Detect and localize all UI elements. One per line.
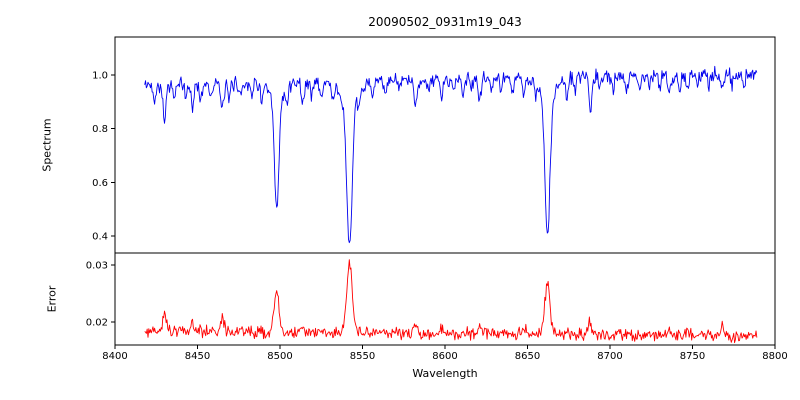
chart-title: 20090502_0931m19_043 [368, 15, 522, 29]
spectrum-y-tick-label: 1.0 [92, 71, 108, 82]
error-panel-border [114, 252, 776, 346]
x-tick-label: 8750 [680, 351, 705, 362]
x-tick-label: 8450 [185, 351, 210, 362]
x-tick-label: 8600 [432, 351, 457, 362]
spectrum-y-tick-label: 0.4 [92, 231, 108, 242]
error-line-series [144, 259, 758, 344]
x-axis-label: Wavelength [412, 367, 478, 380]
spectrum-y-tick-label: 0.6 [92, 178, 108, 189]
error-y-tick-label: 0.03 [86, 261, 108, 272]
x-tick-label: 8550 [350, 351, 375, 362]
x-tick-label: 8400 [102, 351, 127, 362]
x-tick-label: 8650 [515, 351, 540, 362]
x-tick-label: 8800 [762, 351, 787, 362]
spectrum-line-series [144, 65, 758, 244]
x-tick-label: 8500 [267, 351, 292, 362]
error-y-tick-label: 0.02 [86, 318, 108, 329]
spectrum-panel-border [114, 36, 776, 254]
spectrum-y-tick-label: 0.8 [92, 124, 108, 135]
x-tick-label: 8700 [597, 351, 622, 362]
